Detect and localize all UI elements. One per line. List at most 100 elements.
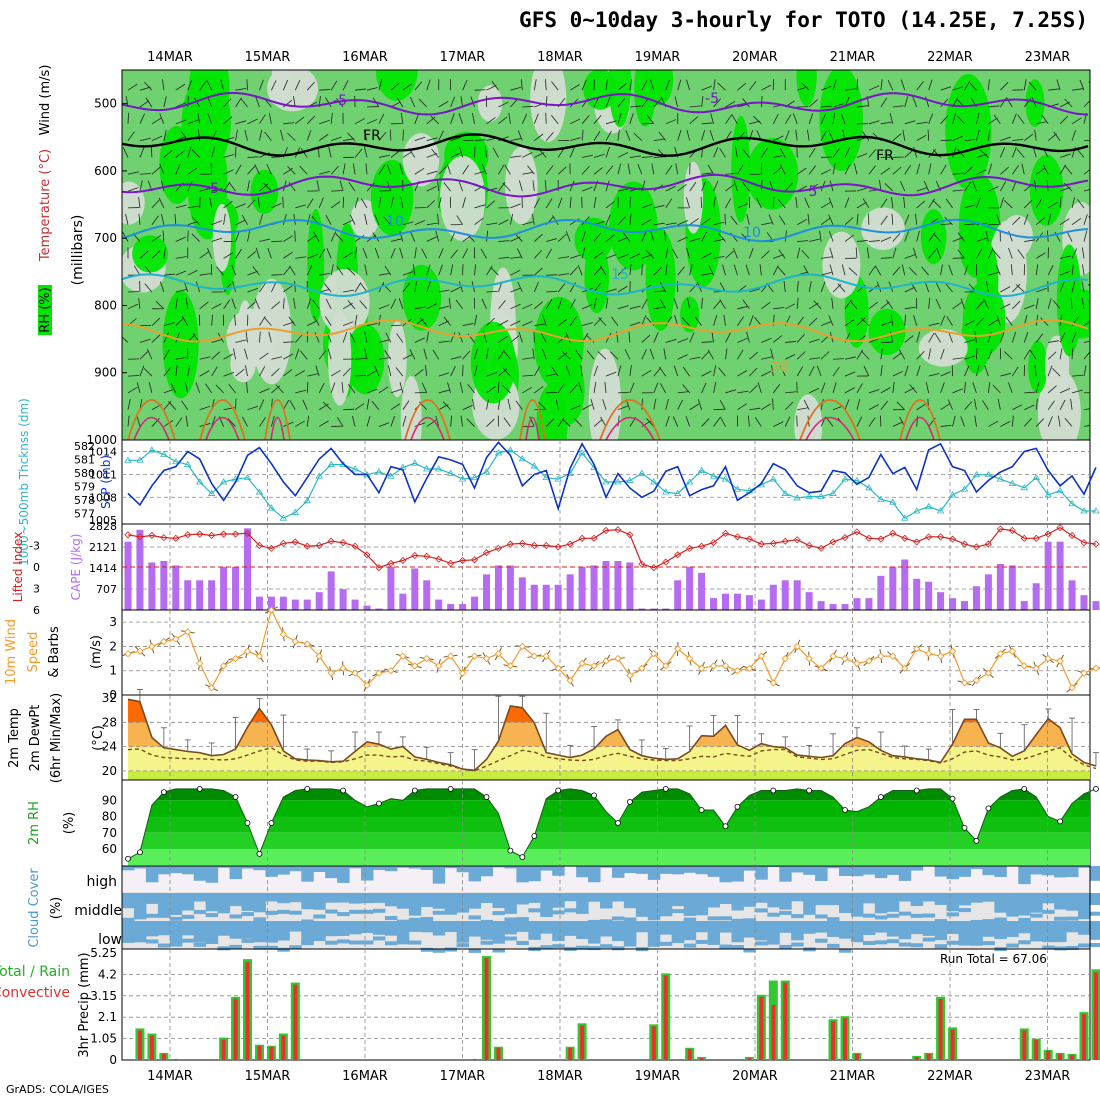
lifted-index-marker xyxy=(124,531,132,539)
lifted-index-marker xyxy=(805,541,813,550)
wind-barb xyxy=(935,281,941,293)
wind-barb xyxy=(438,340,450,343)
cloud-middle-bar xyxy=(313,893,326,910)
wind-barb xyxy=(199,370,210,377)
wind-barb xyxy=(593,115,602,125)
isotherm-hump xyxy=(404,399,451,440)
cape-bar xyxy=(805,592,813,610)
wind-barb xyxy=(617,98,626,108)
thickness-marker xyxy=(697,466,706,473)
temp-tick-label: 20 xyxy=(102,764,117,778)
cloud-low-bar xyxy=(504,936,517,941)
rh-marker xyxy=(973,837,980,844)
wind-barb xyxy=(294,280,296,293)
wind-barb xyxy=(641,315,647,326)
wind-barb xyxy=(336,98,344,108)
wind-speed-marker xyxy=(721,662,730,670)
wind-barb xyxy=(557,298,563,309)
rh-region xyxy=(132,235,168,273)
wind-barb xyxy=(665,398,669,410)
wind-barb xyxy=(330,201,341,209)
wind-barb xyxy=(246,79,248,91)
precip-convective-bar xyxy=(221,1039,226,1060)
wind-barb xyxy=(481,163,487,175)
wind-barb xyxy=(522,386,533,394)
rh-marker xyxy=(137,849,143,856)
wind-barb xyxy=(534,323,546,327)
wind-barb xyxy=(674,96,679,108)
cloud-low-bar xyxy=(958,921,971,945)
wind-barb xyxy=(342,331,348,343)
wind-barb xyxy=(800,82,810,91)
wind-barb xyxy=(784,130,790,141)
wind-barb xyxy=(928,79,933,91)
cloud-middle-bar xyxy=(217,893,231,912)
wind-barb xyxy=(976,348,978,360)
cloud-middle-bar xyxy=(504,917,517,922)
wind-barb xyxy=(544,180,547,192)
wind-barb xyxy=(1035,382,1040,394)
wind-barb xyxy=(122,336,129,343)
wind-barb xyxy=(1083,214,1088,225)
top-day-label-14mar: 14MAR xyxy=(147,50,193,65)
wind-barb xyxy=(916,331,921,343)
cape-bar xyxy=(471,596,479,610)
cloud-low-bar xyxy=(671,939,685,944)
wind-speed-marker xyxy=(184,628,192,636)
wind-barb xyxy=(1071,88,1084,91)
wind-barb xyxy=(545,112,547,124)
wind-barb xyxy=(904,254,916,259)
wind-barb xyxy=(175,236,186,242)
wind-speed-marker xyxy=(1044,654,1052,663)
wind-barb xyxy=(956,115,965,125)
cloud-low-bar xyxy=(1030,921,1043,939)
top-day-label-21mar: 21MAR xyxy=(830,50,876,65)
cloud-middle-bar xyxy=(731,918,744,923)
cloud-high-bar xyxy=(695,866,709,875)
rh-tick-label: 90 xyxy=(102,793,117,807)
wind-barb xyxy=(992,249,1001,259)
wind-barb xyxy=(761,84,772,91)
wind-speed-marker xyxy=(805,654,813,663)
wind-barb xyxy=(378,272,390,276)
wind-barb xyxy=(534,408,546,411)
wind-barb xyxy=(533,366,541,377)
cloud-low-label: low xyxy=(98,932,122,948)
cloud-high-bar xyxy=(492,866,505,868)
lifted-index-marker xyxy=(1068,531,1076,540)
wind-barb xyxy=(510,203,521,209)
wind-barb xyxy=(940,403,951,411)
lifted-index-marker xyxy=(733,533,742,541)
cloud-high-bar xyxy=(420,866,434,870)
wind-barb xyxy=(1047,133,1057,141)
wind-barb xyxy=(925,382,930,393)
wind-barb xyxy=(803,399,810,410)
wind-barb xyxy=(390,248,396,259)
cloud-low-bar xyxy=(205,921,219,942)
wind-barb xyxy=(622,232,631,242)
wind-barb xyxy=(498,257,510,259)
wind-barb xyxy=(820,85,832,91)
wind-speed-marker xyxy=(423,654,431,663)
thickness-marker xyxy=(1056,486,1064,494)
cloud-middle-bar xyxy=(707,893,721,908)
cloud-low-bar xyxy=(169,921,183,945)
wind-barb xyxy=(558,273,570,276)
wind-barb xyxy=(749,120,761,125)
isotherm-hump xyxy=(605,416,655,440)
wind-barb xyxy=(127,398,131,410)
wind-barb xyxy=(342,219,354,226)
wind-barb xyxy=(988,381,991,393)
wind-barb xyxy=(244,365,248,377)
wind-barb xyxy=(399,230,404,242)
cloud-high-bar xyxy=(994,866,1007,877)
precip-panel-frame xyxy=(121,948,1091,1061)
wind-barb xyxy=(352,163,356,175)
lifted-index-marker xyxy=(506,540,514,548)
wind-barb xyxy=(964,355,976,360)
rh-tick-label: 70 xyxy=(102,826,117,840)
rh-region xyxy=(1056,244,1082,357)
lifted-index-marker xyxy=(913,538,921,546)
wind-barb xyxy=(1047,400,1055,410)
cloud-low-bar xyxy=(253,945,266,950)
